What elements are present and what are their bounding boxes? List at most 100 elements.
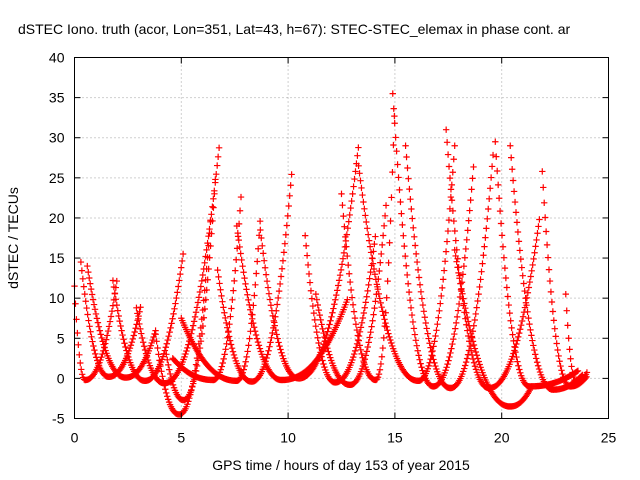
data-point [149, 336, 156, 344]
data-point [443, 364, 450, 371]
pass-series-4 [109, 250, 187, 384]
data-point [355, 337, 363, 344]
data-point [226, 320, 233, 328]
data-point [243, 353, 250, 361]
data-point [330, 305, 337, 312]
data-point [536, 216, 543, 223]
data-point [373, 281, 381, 288]
data-point [94, 357, 101, 364]
data-point [550, 317, 558, 324]
data-point [465, 322, 473, 329]
data-point [277, 346, 284, 353]
data-point [380, 312, 387, 319]
data-point [525, 284, 533, 291]
data-point [358, 365, 366, 373]
data-point [191, 313, 199, 321]
data-point [198, 277, 206, 285]
data-point [459, 271, 467, 278]
x-axis-label: GPS time / hours of day 153 of year 2015 [212, 457, 470, 473]
data-point [378, 304, 385, 311]
data-point [503, 284, 511, 291]
data-point [214, 266, 221, 274]
data-point [527, 326, 534, 334]
data-point [345, 218, 352, 225]
data-point [278, 349, 285, 356]
data-point [84, 311, 91, 318]
data-point [549, 308, 557, 315]
data-point [328, 313, 335, 321]
data-point [340, 249, 348, 257]
data-point [365, 237, 373, 244]
data-point [266, 296, 274, 303]
data-point [181, 353, 188, 361]
data-point [338, 190, 345, 198]
data-point [273, 331, 280, 338]
data-point [454, 307, 462, 314]
data-point [439, 284, 446, 292]
data-point [385, 259, 392, 267]
data-point [158, 368, 165, 375]
data-point [509, 353, 516, 360]
data-point [313, 296, 321, 303]
data-point [416, 281, 424, 288]
x-tick-label: 5 [177, 430, 185, 446]
data-point [282, 231, 290, 238]
data-point [475, 290, 482, 298]
data-point [376, 295, 383, 302]
data-point [406, 296, 414, 304]
data-point [275, 339, 282, 346]
data-point [152, 331, 159, 338]
data-point [251, 328, 259, 335]
data-point [251, 292, 258, 299]
data-point [302, 242, 310, 249]
data-point [463, 321, 470, 328]
x-tick-label: 10 [280, 430, 296, 446]
data-point [361, 304, 368, 311]
data-point [453, 319, 460, 327]
data-point [78, 371, 86, 378]
data-point [474, 355, 481, 362]
data-point [450, 156, 457, 163]
data-point [320, 329, 327, 337]
data-point [362, 212, 369, 219]
data-point [517, 369, 524, 377]
data-point [93, 315, 101, 322]
data-point [86, 323, 93, 330]
data-point [524, 289, 532, 296]
data-point [445, 163, 453, 170]
data-point [546, 277, 554, 285]
data-point [168, 320, 175, 327]
data-point [199, 271, 206, 279]
data-point [391, 112, 398, 120]
data-point [377, 360, 385, 368]
data-point [252, 331, 260, 339]
data-point [400, 232, 407, 239]
data-point [548, 298, 556, 306]
data-point [459, 290, 466, 297]
data-point [249, 315, 256, 323]
data-point [118, 327, 125, 334]
data-point [229, 348, 237, 355]
data-point [334, 287, 341, 294]
data-point [378, 241, 386, 249]
data-point [77, 258, 85, 266]
data-point [215, 144, 223, 152]
data-point [189, 383, 196, 391]
data-point [505, 301, 512, 309]
data-point [164, 396, 172, 403]
data-point [87, 328, 94, 335]
data-point [508, 355, 515, 363]
data-point [168, 378, 176, 385]
data-point [247, 306, 254, 313]
data-point [203, 286, 210, 294]
data-point [221, 351, 228, 358]
data-points [71, 90, 591, 418]
data-point [444, 360, 451, 368]
data-point [479, 260, 486, 267]
data-point [377, 259, 384, 266]
data-point [254, 258, 261, 265]
data-point [481, 243, 488, 250]
pass-series-17 [389, 90, 477, 390]
y-tick-label: 15 [49, 250, 65, 266]
data-point [446, 174, 454, 182]
